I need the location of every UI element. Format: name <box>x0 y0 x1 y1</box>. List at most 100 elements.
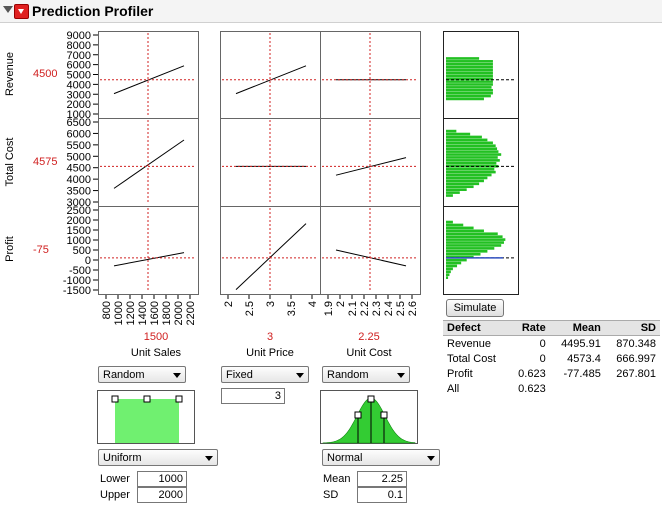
y-tick-label: 3000 <box>67 89 91 101</box>
uniform-density-fill <box>115 399 179 443</box>
y-tick-label: 5500 <box>67 140 91 152</box>
histogram-bar <box>446 132 471 136</box>
simulate-button[interactable]: Simulate <box>446 299 504 317</box>
x-tick-label: 3.5 <box>286 301 298 316</box>
x-tick-label: 2 <box>223 301 235 307</box>
histogram-bar <box>446 226 474 230</box>
lower-input[interactable]: 1000 <box>137 471 187 487</box>
col-sd: SD <box>604 320 660 336</box>
factor-value-unit-price[interactable]: 3 <box>266 331 274 343</box>
y-tick-label: 3500 <box>67 186 91 198</box>
y-tick-label: 2000 <box>67 215 91 227</box>
factor-value-unit-sales[interactable]: 1500 <box>143 331 169 343</box>
x-tick-label: 2.5 <box>244 301 256 316</box>
histogram-bar <box>446 261 462 265</box>
histogram-bar <box>446 273 450 277</box>
histogram-bar <box>446 250 488 253</box>
x-tick-label: 2.5 <box>395 301 407 316</box>
histogram-bar <box>446 188 467 191</box>
cell: Revenue <box>447 337 492 350</box>
histogram-bar <box>446 235 503 238</box>
histogram-bar <box>446 60 493 63</box>
chevron-down-icon <box>427 456 435 461</box>
histogram-bar <box>446 88 493 92</box>
x-tick-label: 2.2 <box>359 301 371 316</box>
unit-price-fixed-input[interactable]: 3 <box>221 388 285 404</box>
response-value-profit: -75 <box>33 244 49 256</box>
col-mean: Mean <box>549 320 605 336</box>
y-tick-label: 6000 <box>67 60 91 72</box>
histogram-bar <box>446 176 488 180</box>
y-tick-label: 7000 <box>67 50 91 62</box>
histogram-bar <box>446 244 502 247</box>
histogram-bar <box>446 135 482 139</box>
cell: 870.348 <box>616 337 656 350</box>
y-tick-label: 9000 <box>67 30 91 42</box>
cell: -77.485 <box>563 367 601 380</box>
mean-input[interactable]: 2.25 <box>357 471 407 487</box>
y-tick-label: 6000 <box>67 128 91 140</box>
cell: All <box>447 382 460 395</box>
unit-cost-mode-dropdown[interactable]: Random <box>322 366 410 383</box>
unit-sales-mode-dropdown[interactable]: Random <box>98 366 186 383</box>
unit-cost-dist-dropdown[interactable]: Normal <box>322 449 440 466</box>
y-tick-label: -1500 <box>63 285 91 297</box>
histogram-bar <box>446 238 506 241</box>
y-axes: 9000800070006000500040003000200010006500… <box>63 30 98 297</box>
y-tick-label: 3000 <box>67 197 91 209</box>
cell: 4495.91 <box>561 337 601 350</box>
response-value-total-cost: 4575 <box>33 156 58 168</box>
normal-handle-mid[interactable] <box>367 395 375 403</box>
histogram-bar <box>446 185 474 189</box>
y-tick-label: 5000 <box>67 151 91 163</box>
unit-sales-dist-dropdown[interactable]: Uniform <box>98 449 218 466</box>
y-tick-label: 500 <box>73 245 91 257</box>
histogram-bar <box>446 57 480 60</box>
uniform-handle-left[interactable] <box>111 395 119 403</box>
normal-handle-left[interactable] <box>354 411 362 419</box>
y-tick-label: 6500 <box>67 117 91 129</box>
sd-input[interactable]: 0.1 <box>357 487 407 503</box>
cell: Total Cost <box>447 352 496 365</box>
x-tick-label: 2000 <box>173 301 185 325</box>
histogram-bar <box>446 229 484 233</box>
unit-sales-mode-label: Random <box>103 369 145 381</box>
upper-label: Upper <box>100 489 130 501</box>
collapse-triangle-icon[interactable] <box>3 6 13 13</box>
factor-value-unit-cost[interactable]: 2.25 <box>358 331 380 343</box>
histogram-bar <box>446 147 498 150</box>
normal-handle-right[interactable] <box>380 411 388 419</box>
histogram-bar <box>446 141 493 145</box>
x-tick-label: 3 <box>265 301 277 307</box>
table-row: All 0.623 <box>443 381 660 396</box>
histogram-bar <box>446 276 449 279</box>
red-triangle-menu-icon[interactable] <box>14 4 29 19</box>
histogram-bar <box>446 194 453 197</box>
unit-price-mode-dropdown[interactable]: Fixed <box>221 366 309 383</box>
histogram-bar <box>446 91 493 95</box>
col-defect: Defect <box>443 320 509 336</box>
histogram-bar <box>446 86 492 89</box>
unit-cost-normal-preview[interactable] <box>320 390 418 444</box>
y-tick-label: 0 <box>85 255 91 267</box>
histogram-bar <box>446 182 480 186</box>
x-tick-label: 2.1 <box>347 301 359 316</box>
histogram-bar <box>446 144 496 148</box>
uniform-handle-mid[interactable] <box>143 395 151 403</box>
cell <box>605 381 660 396</box>
x-tick-label: 2.4 <box>383 301 395 316</box>
y-tick-label: -500 <box>69 265 91 277</box>
histogram-bar <box>446 223 464 227</box>
unit-sales-uniform-preview[interactable] <box>97 390 195 444</box>
histogram-bar <box>446 252 481 256</box>
histogram-bar <box>446 62 493 66</box>
upper-input[interactable]: 2000 <box>137 487 187 503</box>
histogram-bar <box>446 159 500 162</box>
histogram-bar <box>446 77 493 80</box>
uniform-handle-right[interactable] <box>175 395 183 403</box>
table-row: Total Cost 0 4573.4 666.997 <box>443 351 660 366</box>
y-tick-label: 5000 <box>67 70 91 82</box>
y-tick-label: 2500 <box>67 205 91 217</box>
cell: Profit <box>447 367 473 380</box>
histogram-bar <box>446 65 493 69</box>
